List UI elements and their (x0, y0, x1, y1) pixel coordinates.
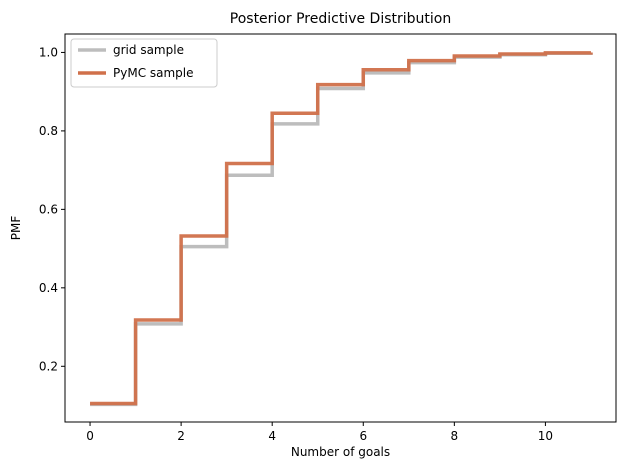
x-tick-label: 4 (268, 429, 276, 443)
y-tick-label: 1.0 (39, 45, 58, 59)
y-tick-label: 0.8 (39, 124, 58, 138)
legend: grid sample PyMC sample (70, 38, 218, 88)
series-line-grid-sample (90, 51, 593, 407)
chart-title: Posterior Predictive Distribution (230, 11, 451, 27)
x-tick-label: 10 (538, 429, 553, 443)
y-tick-label: 0.6 (39, 202, 58, 216)
legend-label-grid-sample: grid sample (113, 43, 184, 57)
x-tick-label: 6 (359, 429, 367, 443)
legend-label-pymc-sample: PyMC sample (113, 66, 194, 80)
x-axis-label: Number of goals (291, 445, 390, 459)
x-tick-label: 0 (86, 429, 94, 443)
legend-frame (70, 38, 218, 88)
x-axis: 0 2 4 6 8 10 (86, 422, 553, 443)
y-tick-label: 0.2 (39, 359, 58, 373)
plot-frame (64, 33, 617, 423)
y-axis-label: PMF (9, 216, 23, 241)
x-tick-label: 8 (451, 429, 459, 443)
series-layer (90, 51, 593, 407)
y-tick-label: 0.4 (39, 281, 58, 295)
y-axis: 0.2 0.4 0.6 0.8 1.0 (39, 45, 65, 373)
series-line-pymc-sample (90, 51, 593, 406)
x-tick-label: 2 (177, 429, 185, 443)
